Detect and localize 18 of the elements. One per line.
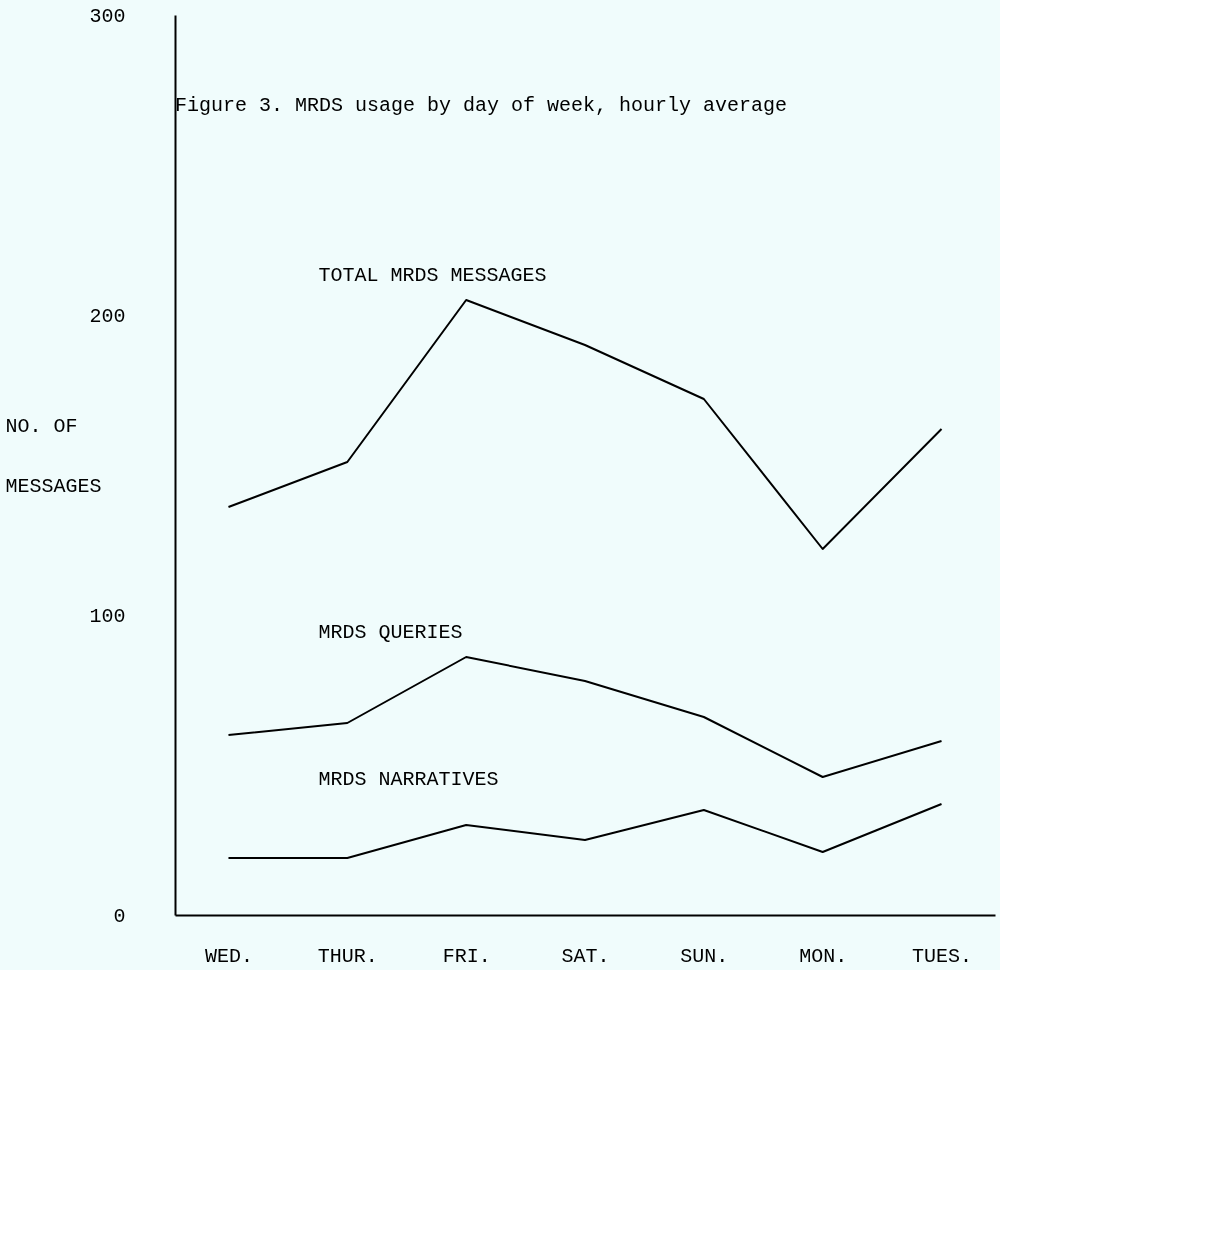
line-series bbox=[227, 803, 943, 859]
x-tick-label: FRI. bbox=[442, 944, 491, 968]
x-tick-label: WED. bbox=[204, 944, 253, 968]
x-tick-label: SAT. bbox=[561, 944, 610, 968]
y-tick-label: 100 bbox=[89, 604, 126, 628]
text: Figure 3. MRDS usage by day of week, hourly average bbox=[175, 94, 788, 117]
y-tick-label: 200 bbox=[89, 304, 126, 328]
series-label: MRDS QUERIES bbox=[318, 621, 463, 644]
series-label: MRDS NARRATIVES bbox=[318, 768, 499, 791]
x-tick-label: MON. bbox=[799, 944, 848, 968]
x-tick-label: SUN. bbox=[680, 944, 729, 968]
text: NO. OF MESSAGES bbox=[5, 414, 102, 498]
text: TOTAL MRDS MESSAGES bbox=[318, 264, 547, 287]
x-tick-label: THUR. bbox=[317, 944, 378, 968]
x-tick-label: TUES. bbox=[912, 944, 973, 968]
y-tick-label: 300 bbox=[89, 4, 126, 28]
line-series bbox=[227, 299, 943, 550]
y-tick-label: 0 bbox=[113, 904, 126, 928]
